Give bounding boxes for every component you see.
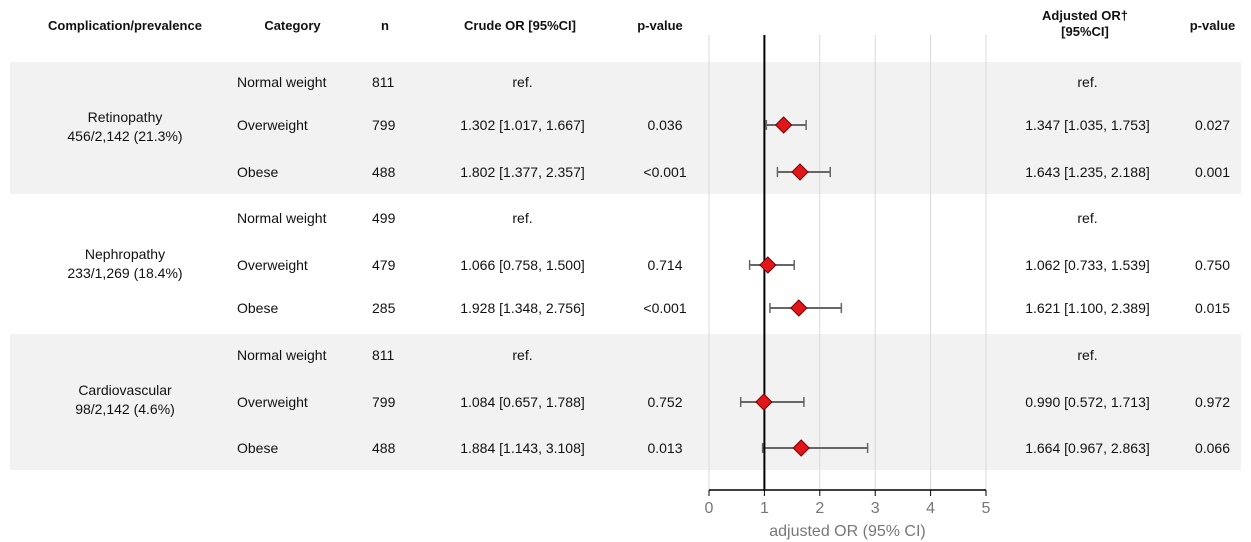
header-complication: Complication/prevalence: [48, 18, 202, 33]
category-cell: Normal weight: [237, 210, 327, 226]
crude-or-cell: ref.: [512, 347, 533, 363]
category-cell: Overweight: [237, 117, 308, 133]
or-point-marker: [791, 163, 809, 181]
n-cell: 479: [372, 257, 396, 273]
n-cell: 488: [372, 164, 396, 180]
group-label: Nephropathy 233/1,269 (18.4%): [20, 245, 230, 283]
n-cell: 499: [372, 210, 396, 226]
category-cell: Normal weight: [237, 74, 327, 90]
group-label: Cardiovascular 98/2,142 (4.6%): [20, 381, 230, 419]
adjusted-p-cell: 0.015: [1194, 300, 1231, 316]
group-prevalence: 456/2,142 (21.3%): [67, 128, 183, 144]
adjusted-or-cell: ref.: [1077, 347, 1098, 363]
plot-points: [755, 116, 810, 457]
category-cell: Obese: [237, 440, 279, 456]
crude-p-cell: 0.752: [647, 394, 683, 410]
x-tick-label: 4: [926, 500, 935, 517]
x-tick-label: 2: [815, 500, 824, 517]
header-crude-or: Crude OR [95%CI]: [464, 18, 576, 33]
adjusted-or-cell: 1.062 [0.733, 1.539]: [1025, 257, 1150, 273]
adjusted-p-cell: 0.027: [1194, 117, 1231, 133]
crude-p-cell: 0.013: [647, 440, 683, 456]
x-axis-label: adjusted OR (95% CI): [769, 523, 926, 540]
header-n: n: [381, 18, 389, 33]
crude-p-cell: 0.714: [647, 257, 683, 273]
adjusted-or-cell: 0.990 [0.572, 1.713]: [1025, 394, 1150, 410]
x-tick-label: 5: [982, 500, 991, 517]
adjusted-or-cell: ref.: [1077, 210, 1098, 226]
group-name: Retinopathy: [87, 109, 163, 125]
category-cell: Normal weight: [237, 347, 327, 363]
n-cell: 811: [372, 347, 395, 363]
crude-or-cell: ref.: [512, 74, 533, 90]
header-adjusted-or: Adjusted OR† [95%CI]: [995, 8, 1175, 40]
or-point-marker: [774, 116, 793, 134]
crude-or-cell: 1.302 [1.017, 1.667]: [460, 117, 585, 133]
n-cell: 799: [372, 394, 396, 410]
adjusted-p-cell: 0.001: [1194, 164, 1231, 180]
x-axis-ticks: 0 1 2 3 4 5: [705, 490, 991, 517]
crude-or-cell: ref.: [512, 210, 533, 226]
crude-p-cell: 0.036: [647, 117, 683, 133]
group-prevalence: 233/1,269 (18.4%): [67, 265, 183, 281]
category-cell: Overweight: [237, 257, 308, 273]
group-prevalence: 98/2,142 (4.6%): [75, 401, 175, 417]
crude-or-cell: 1.084 [0.657, 1.788]: [460, 394, 585, 410]
category-cell: Obese: [237, 300, 279, 316]
plot-grid: [708, 35, 987, 490]
header-crude-p: p-value: [637, 18, 683, 33]
adjusted-or-cell: 1.643 [1.235, 2.188]: [1025, 164, 1150, 180]
or-point-marker: [759, 256, 777, 274]
group-label: Retinopathy 456/2,142 (21.3%): [20, 108, 230, 146]
crude-or-cell: 1.928 [1.348, 2.756]: [460, 300, 585, 316]
adjusted-p-cell: 0.066: [1194, 440, 1231, 456]
adjusted-or-cell: 1.347 [1.035, 1.753]: [1025, 117, 1150, 133]
crude-p-cell: <0.001: [643, 164, 687, 180]
category-cell: Obese: [237, 164, 279, 180]
crude-or-cell: 1.066 [0.758, 1.500]: [460, 257, 585, 273]
or-point-marker: [790, 299, 808, 317]
header-category: Category: [264, 18, 321, 33]
header-adjusted-p: p-value: [1189, 18, 1236, 33]
n-cell: 285: [372, 300, 396, 316]
x-tick-label: 0: [705, 500, 714, 517]
n-cell: 811: [372, 74, 395, 90]
category-cell: Overweight: [237, 394, 308, 410]
group-name: Nephropathy: [84, 246, 166, 262]
group-band-cardiovascular: [10, 334, 1241, 470]
n-cell: 488: [372, 440, 396, 456]
n-cell: 799: [372, 117, 396, 133]
header-adjusted-or-line2: [95%CI]: [1061, 24, 1109, 39]
adjusted-or-cell: 1.621 [1.100, 2.389]: [1025, 300, 1150, 316]
group-name: Cardiovascular: [78, 382, 172, 398]
adjusted-p-cell: 0.972: [1194, 394, 1231, 410]
adjusted-or-cell: ref.: [1077, 74, 1098, 90]
or-point-marker: [755, 393, 773, 411]
x-tick-label: 3: [871, 500, 880, 517]
x-tick-label: 1: [760, 500, 769, 517]
group-band-retinopathy: [10, 62, 1241, 194]
or-point-marker: [792, 439, 810, 457]
crude-p-cell: <0.001: [643, 300, 687, 316]
header-adjusted-or-line1: Adjusted OR†: [1042, 8, 1128, 23]
adjusted-or-cell: 1.664 [0.967, 2.863]: [1025, 440, 1150, 456]
crude-or-cell: 1.802 [1.377, 2.357]: [460, 164, 585, 180]
adjusted-p-cell: 0.750: [1194, 257, 1231, 273]
crude-or-cell: 1.884 [1.143, 3.108]: [460, 440, 585, 456]
